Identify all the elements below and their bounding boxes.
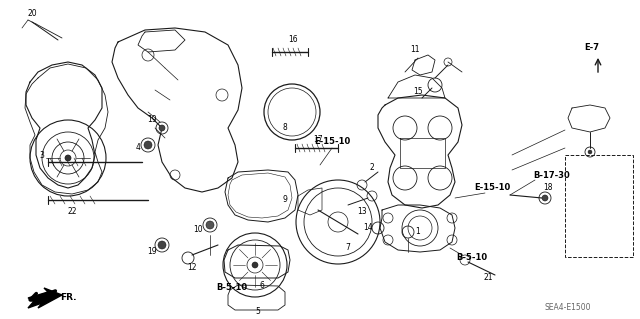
Text: 2: 2 [370, 164, 374, 173]
Text: 8: 8 [283, 123, 287, 132]
Text: B-5-10: B-5-10 [456, 254, 488, 263]
Polygon shape [28, 288, 62, 308]
Text: E-15-10: E-15-10 [474, 183, 510, 192]
Text: 15: 15 [413, 87, 423, 97]
Text: E-7: E-7 [584, 43, 600, 53]
Text: 10: 10 [193, 226, 203, 234]
Text: 21: 21 [483, 273, 493, 283]
Text: 22: 22 [67, 207, 77, 217]
Bar [565, 155, 633, 257]
Text: 13: 13 [357, 207, 367, 217]
Text: 20: 20 [27, 10, 37, 19]
Circle shape [252, 262, 258, 268]
Circle shape [588, 150, 592, 154]
Text: 4: 4 [136, 144, 140, 152]
Text: 11: 11 [410, 46, 420, 55]
Text: FR.: FR. [60, 293, 76, 302]
Text: 5: 5 [255, 308, 260, 316]
Text: 12: 12 [188, 263, 196, 272]
Text: 14: 14 [363, 224, 373, 233]
Text: 19: 19 [147, 248, 157, 256]
Text: 3: 3 [40, 151, 44, 160]
Text: B-5-10: B-5-10 [216, 284, 248, 293]
Text: 19: 19 [147, 115, 157, 124]
Text: 6: 6 [260, 280, 264, 290]
Text: 1: 1 [415, 227, 420, 236]
Text: 7: 7 [346, 243, 351, 253]
Text: 18: 18 [543, 183, 553, 192]
Circle shape [206, 221, 214, 229]
Circle shape [65, 155, 71, 161]
Circle shape [159, 125, 165, 131]
Circle shape [542, 195, 548, 201]
Circle shape [144, 141, 152, 149]
Text: 9: 9 [283, 196, 287, 204]
Circle shape [158, 241, 166, 249]
Text: 17: 17 [313, 136, 323, 145]
Text: 16: 16 [288, 35, 298, 44]
Text: SEA4-E1500: SEA4-E1500 [545, 303, 591, 313]
Text: B-17-30: B-17-30 [534, 170, 570, 180]
Text: E-15-10: E-15-10 [314, 137, 350, 146]
